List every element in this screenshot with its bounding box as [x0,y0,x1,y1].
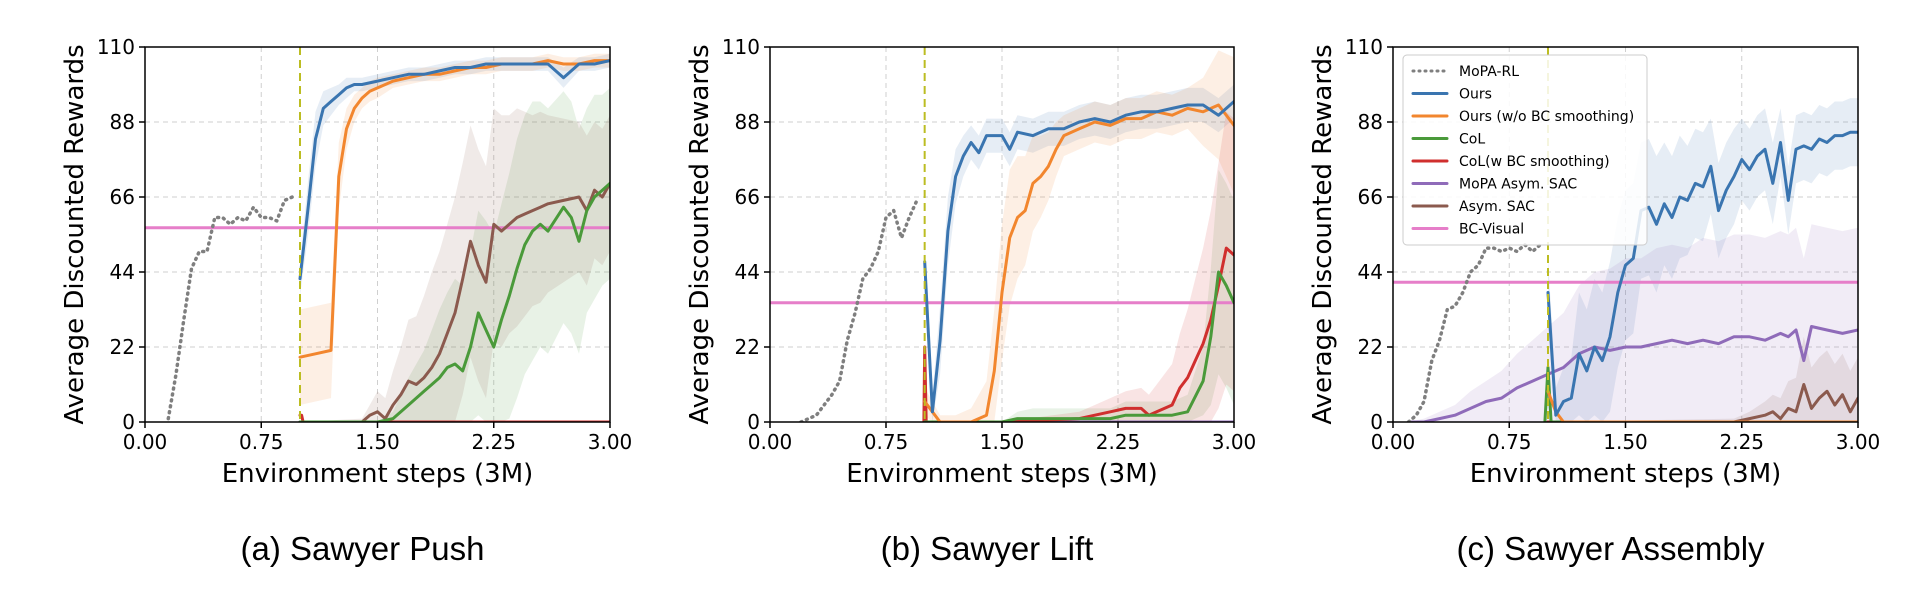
chart-3-xtick-label: 3.00 [1836,430,1881,454]
chart-1-band-asym-sac [300,108,610,422]
chart-1-xtick-label: 2.25 [471,430,516,454]
chart-3-legend-label-bc-visual: BC-Visual [1459,222,1524,238]
chart-1-ytick-label: 88 [110,110,135,134]
chart-1-plot-area [145,47,610,422]
chart-2-xtick-label: 0.00 [748,430,793,454]
chart-1-xtick-label: 1.50 [355,430,400,454]
chart-2-y-axis-title: Average Discounted Rewards [685,44,715,424]
chart-1-caption: (a) Sawyer Push [241,530,485,567]
chart-3-series-layer [1393,47,1858,422]
chart-3-legend-label-col: CoL [1459,132,1485,148]
chart-2-xtick-label: 3.00 [1212,430,1257,454]
chart-3: 0.00 0.75 1.50 2.25 3.00 0 22 44 66 88 110 Environm… [1308,35,1880,567]
chart-3-legend-label-col-w-bc-smoothing: CoL(w BC smoothing) [1459,154,1610,170]
chart-2-ytick-label: 0 [747,410,760,434]
chart-1-ytick-label: 66 [110,185,135,209]
chart-1-ytick-label: 110 [97,35,135,59]
chart-2-ytick-label: 22 [735,335,760,359]
chart-3-line-mopa-rl [1406,242,1543,422]
chart-1-line-ours-w-o-bc-smoothing [298,59,610,359]
chart-1-ytick-label: 0 [122,410,135,434]
chart-2-plot-area [770,47,1234,422]
chart-1: 0.00 0.75 1.50 2.25 3.00 0 22 44 66 88 110 Environm… [60,35,632,567]
chart-3-legend-label-asym-sac: Asym. SAC [1459,199,1535,215]
chart-2-xtick-label: 2.25 [1096,430,1141,454]
chart-3-line-ours-w-o-bc-smoothing [1546,389,1858,422]
chart-1-xtick-label: 3.00 [588,430,633,454]
chart-1-ytick-label: 22 [110,335,135,359]
chart-1-line-asym-sac [298,181,610,422]
chart-2-band-col-w-bc-smoothing [923,111,1234,422]
chart-1-series-layer [145,47,610,422]
chart-3-ytick-label: 66 [1358,185,1383,209]
chart-3-legend-label-mopa-asym-sac: MoPA Asym. SAC [1459,177,1577,193]
chart-1-ytick-label: 44 [110,260,135,284]
chart-2-series-layer [770,47,1234,422]
chart-2-xtick-label: 1.50 [980,430,1025,454]
chart-3-ytick-label: 22 [1358,335,1383,359]
chart-3-band-mopa-asym-sac [1408,224,1858,422]
chart-1-band-ours-w-o-bc-smoothing [300,53,610,406]
chart-3-xtick-label: 0.75 [1487,430,1532,454]
chart-2-band-ours [924,84,1234,422]
chart-2-line-ours [923,100,1234,414]
chart-3-line-ours [1546,130,1858,417]
chart-2-line-mopa-rl [799,198,919,422]
chart-3-xtick-label: 2.25 [1719,430,1764,454]
chart-3-caption: (c) Sawyer Assembly [1456,530,1765,567]
chart-3-legend-label-mopa-rl: MoPA-RL [1459,64,1519,80]
chart-2-band-col [924,169,1234,422]
chart-1-band-col [300,87,610,422]
chart-3-ytick-label: 0 [1370,410,1383,434]
chart-1-y-axis-title: Average Discounted Rewards [60,44,90,424]
chart-2-xtick-label: 0.75 [864,430,909,454]
chart-2-ytick-label: 110 [722,35,760,59]
chart-3-legend: MoPA-RL Ours Ours (w/o BC smoothing) CoL CoL… [1402,54,1648,246]
chart-3-ytick-label: 88 [1358,110,1383,134]
chart-2-ytick-label: 66 [735,185,760,209]
chart-3-line-mopa-asym-sac [1407,325,1858,422]
chart-1-x-axis-title: Environment steps (3M) [222,459,534,489]
chart-1-xtick-label: 0.00 [123,430,168,454]
chart-2-line-col [923,270,1234,422]
chart-3-band-ours [1548,98,1858,422]
chart-2-caption: (b) Sawyer Lift [881,530,1094,567]
chart-3-line-asym-sac [1546,383,1858,422]
chart-2-line-ours-w-o-bc-smoothing [923,103,1234,422]
chart-3-legend-label-ours: Ours [1459,87,1492,103]
chart-3-legend-label-ours-w-o-bc-smoothing: Ours (w/o BC smoothing) [1459,109,1634,125]
chart-3-ytick-label: 110 [1345,35,1383,59]
chart-3-band-asym-sac [1548,336,1858,422]
chart-1-line-col [298,181,610,422]
chart-2-band-ours-w-o-bc-smoothing [924,50,1234,422]
chart-2-ytick-label: 88 [735,110,760,134]
chart-2-ytick-label: 44 [735,260,760,284]
chart-3-legend-box [1402,54,1648,246]
chart-3-y-axis-title: Average Discounted Rewards [1308,44,1338,424]
chart-3-xtick-label: 0.00 [1371,430,1416,454]
chart-1-xtick-label: 0.75 [239,430,284,454]
chart-3-xtick-label: 1.50 [1603,430,1648,454]
chart-1-line-mopa-rl [166,195,295,421]
chart-3-x-axis-title: Environment steps (3M) [1470,459,1782,489]
chart-1-line-ours [298,59,610,281]
chart-3-ytick-label: 44 [1358,260,1383,284]
chart-2-x-axis-title: Environment steps (3M) [846,459,1158,489]
chart-2: 0.00 0.75 1.50 2.25 3.00 0 22 44 66 88 110 Environm… [685,35,1256,567]
